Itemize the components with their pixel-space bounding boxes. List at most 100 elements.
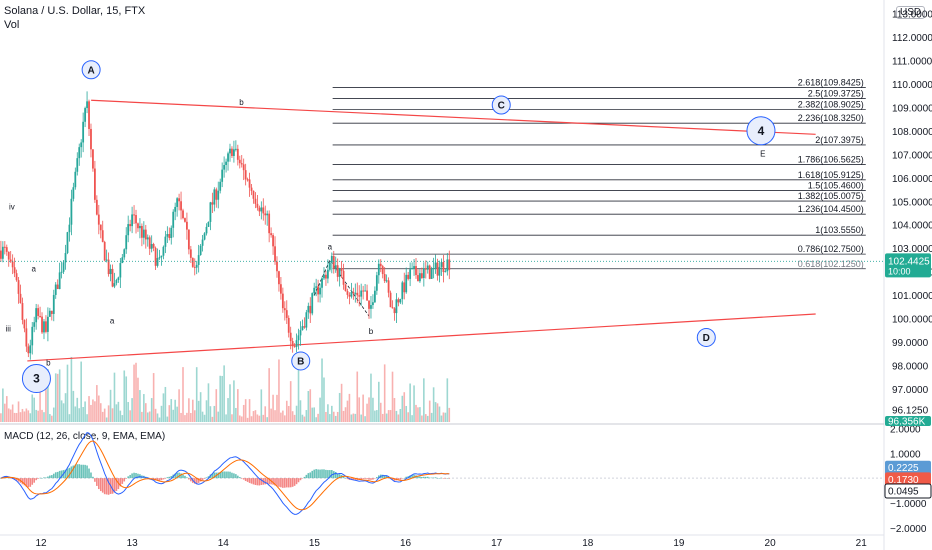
candle-body (29, 345, 32, 354)
volume-bar (227, 398, 229, 422)
volume-bar (409, 383, 411, 422)
fib-level-label: 0.618(102.1250) (798, 259, 864, 269)
candle-body (172, 211, 175, 228)
wave-circle[interactable] (746, 116, 776, 146)
y-tick-label: 98.0000 (892, 362, 929, 373)
macd-histogram-bar (274, 478, 276, 486)
candle-body (123, 249, 126, 258)
macd-histogram-bar (315, 469, 317, 479)
volume-bar (370, 373, 372, 422)
volume-bar (29, 413, 32, 422)
macd-histogram-bar (391, 478, 394, 480)
macd-histogram-bar (66, 468, 69, 479)
candle-body (272, 235, 274, 247)
macd-histogram-bar (419, 476, 421, 479)
volume-bar (391, 371, 394, 422)
candle-body (219, 181, 222, 191)
y-tick-label: 99.0000 (892, 338, 929, 349)
candle-body (174, 206, 177, 212)
macd-histogram-bar (217, 472, 220, 479)
fib-level-label: 1.786(106.5625) (798, 155, 864, 165)
volume-bar (307, 391, 310, 422)
candle-body (201, 239, 204, 246)
candle-body (336, 265, 339, 277)
volume-bar (68, 414, 71, 422)
macd-histogram-bar (303, 476, 306, 479)
currency-badge[interactable]: USD (896, 6, 926, 19)
candle-body (448, 259, 451, 270)
macd-histogram-bar (264, 478, 267, 485)
volume-bar (105, 417, 108, 422)
volume-bar (103, 408, 106, 422)
macd-histogram-bar (311, 470, 314, 479)
candle-body (405, 274, 408, 293)
candle-body (393, 308, 396, 314)
volume-bar (285, 400, 288, 422)
candle-body (50, 310, 53, 314)
x-tick-label: 20 (765, 538, 777, 549)
macd-histogram-bar (289, 478, 292, 488)
macd-histogram-bar (213, 472, 216, 479)
macd-histogram-bar (248, 478, 251, 483)
candle-body (248, 179, 251, 188)
macd-histogram-bar (235, 474, 237, 479)
y-tick-label: 104.0000 (892, 221, 932, 232)
volume-bar (348, 393, 351, 422)
candle-body (356, 292, 359, 296)
candle-body (280, 284, 282, 294)
volume-bar (188, 398, 190, 422)
volume-bar (164, 386, 167, 422)
volume-bar (109, 389, 112, 422)
wave-circle[interactable] (696, 327, 716, 347)
volume-bar (117, 401, 120, 422)
candle-body (1, 246, 4, 259)
volume-bar (403, 392, 406, 422)
macd-histogram-bar (74, 464, 77, 479)
volume-bar (72, 390, 75, 422)
wave-circle[interactable] (491, 95, 511, 115)
candle-body (330, 256, 333, 263)
candle-body (225, 161, 227, 166)
macd-histogram-bar (64, 469, 67, 479)
x-tick-label: 13 (127, 538, 139, 549)
candle-body (352, 292, 355, 294)
candle-body (101, 230, 104, 242)
volume-bar (415, 404, 417, 422)
macd-histogram-bar (405, 476, 408, 479)
wave-circle[interactable] (291, 351, 311, 371)
volume-bar (166, 416, 169, 422)
candle-body (137, 223, 139, 229)
candle-body (299, 330, 302, 336)
macd-histogram-bar (252, 478, 255, 485)
volume-bar (272, 394, 274, 422)
macd-histogram-bar (448, 478, 451, 479)
macd-histogram-bar (321, 469, 323, 479)
candle-body (113, 283, 116, 287)
candle-body (370, 305, 372, 309)
volume-bar (23, 411, 26, 422)
candle-body (221, 169, 224, 182)
last-price-text: 102.4425 (888, 256, 930, 267)
candle-body (295, 340, 298, 347)
signal-line (0, 440, 450, 511)
trendline[interactable] (91, 99, 816, 135)
volume-bar (137, 377, 139, 422)
trendline[interactable] (27, 313, 816, 362)
macd-histogram-bar (393, 478, 396, 481)
volume-bar (448, 407, 451, 422)
wave-label: iv (9, 202, 15, 211)
volume-bar (113, 372, 116, 422)
macd-histogram-bar (438, 478, 441, 479)
candle-body (133, 214, 135, 216)
wave-circle[interactable] (21, 364, 51, 394)
candle-body (315, 286, 318, 288)
volume-bar (246, 417, 249, 422)
macd-histogram-bar (111, 478, 114, 494)
candle-body (401, 282, 404, 300)
volume-bar (309, 389, 312, 422)
wave-circle[interactable] (81, 60, 101, 80)
volume-bar (291, 411, 294, 422)
macd-histogram-bar (272, 478, 274, 485)
volume-bar (297, 369, 300, 422)
